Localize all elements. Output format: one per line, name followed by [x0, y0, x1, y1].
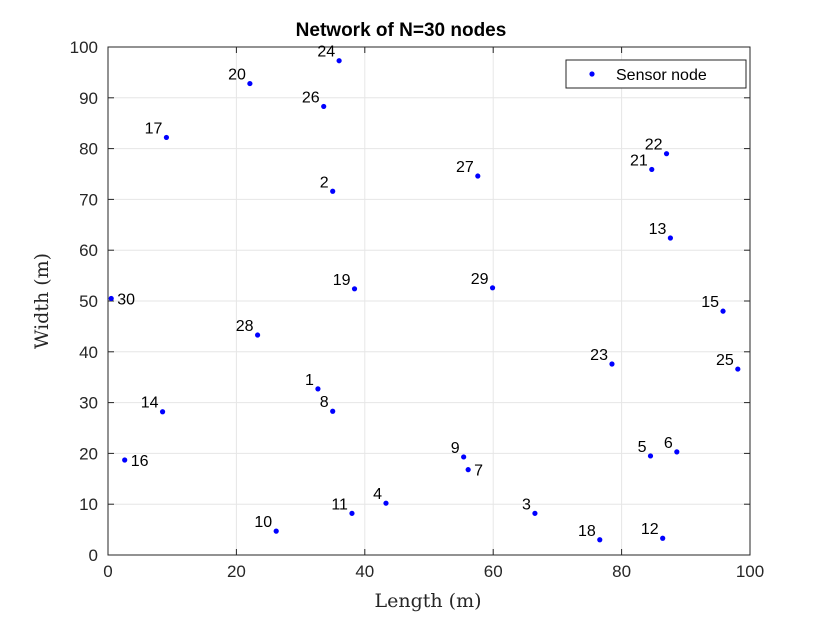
node-label-29: 29	[471, 271, 489, 288]
node-label-4: 4	[373, 486, 382, 503]
y-tick-label: 30	[79, 394, 98, 413]
y-tick-label: 10	[79, 495, 98, 514]
sensor-node-point	[465, 467, 471, 473]
legend: Sensor node	[565, 59, 747, 89]
y-tick-label: 0	[89, 546, 98, 565]
sensor-node-point	[330, 408, 336, 414]
sensor-node-point	[532, 510, 538, 516]
node-label-18: 18	[578, 523, 596, 540]
sensor-node-point	[315, 386, 321, 392]
y-tick-label: 20	[79, 444, 98, 463]
x-tick-label: 0	[103, 562, 112, 581]
sensor-node-point	[735, 366, 741, 372]
node-label-26: 26	[302, 89, 320, 106]
sensor-node-point	[321, 103, 327, 110]
y-axis-label: Width (m)	[31, 253, 53, 349]
x-tick-label: 60	[484, 562, 503, 581]
node-label-28: 28	[236, 318, 254, 335]
node-label-12: 12	[641, 521, 659, 538]
x-tick-label: 100	[736, 562, 764, 581]
node-label-7: 7	[474, 463, 483, 480]
y-tick-label: 60	[79, 241, 98, 260]
y-tick-label: 80	[79, 140, 98, 159]
x-tick-label: 40	[355, 562, 374, 581]
sensor-node-point	[461, 454, 467, 460]
node-label-19: 19	[333, 272, 351, 289]
node-label-8: 8	[320, 394, 329, 411]
sensor-node-point	[663, 151, 670, 157]
node-label-15: 15	[701, 294, 719, 311]
sensor-node-point	[667, 235, 673, 241]
node-label-16: 16	[131, 453, 149, 470]
node-label-13: 13	[649, 221, 667, 238]
sensor-node-point	[660, 535, 666, 541]
sensor-node-point	[336, 58, 342, 64]
y-tick-label: 90	[79, 89, 98, 108]
node-label-23: 23	[590, 347, 608, 364]
node-label-21: 21	[630, 152, 648, 169]
node-label-27: 27	[456, 159, 474, 176]
node-label-10: 10	[254, 514, 272, 531]
node-label-17: 17	[145, 120, 163, 137]
sensor-node-point	[351, 286, 358, 292]
node-label-25: 25	[716, 352, 734, 369]
x-axis-label: Length (m)	[374, 590, 481, 612]
node-label-1: 1	[305, 372, 314, 389]
node-label-6: 6	[664, 435, 673, 452]
sensor-node-point	[108, 295, 114, 302]
sensor-node-point	[247, 80, 253, 87]
legend-marker	[589, 71, 595, 77]
sensor-node-point	[597, 537, 603, 543]
sensor-node-point	[609, 361, 615, 367]
y-tick-label: 40	[79, 343, 98, 362]
node-label-22: 22	[645, 137, 663, 154]
node-label-14: 14	[141, 395, 159, 412]
y-tick-label: 100	[70, 38, 98, 57]
sensor-node-point	[163, 134, 170, 141]
y-tick-label: 70	[79, 190, 98, 209]
sensor-node-point	[273, 528, 279, 534]
sensor-node-point	[330, 188, 336, 194]
x-tick-label: 20	[227, 562, 246, 581]
node-label-9: 9	[451, 440, 460, 457]
chart-title: Network of N=30 nodes	[296, 20, 507, 41]
y-tick-label: 50	[79, 292, 98, 311]
node-label-2: 2	[320, 174, 329, 191]
x-tick-label: 80	[612, 562, 631, 581]
node-label-20: 20	[228, 67, 246, 84]
sensor-node-point	[674, 449, 680, 455]
node-label-30: 30	[117, 291, 135, 308]
node-label-24: 24	[317, 44, 335, 61]
sensor-node-point	[254, 332, 261, 338]
sensor-node-point	[159, 409, 166, 415]
sensor-node-point	[122, 457, 128, 463]
sensor-node-point	[720, 308, 726, 314]
ticks: 0 20 40 60 80 100 0 10 20 30 40 50 60 70 80 90 100	[70, 38, 765, 581]
sensor-node-point	[649, 166, 655, 173]
sensor-node-point	[383, 500, 389, 506]
legend-entry-sensor-node: Sensor node	[616, 67, 707, 84]
sensor-node-point	[647, 453, 654, 459]
sensor-node-point	[489, 285, 496, 291]
data-points	[108, 58, 741, 543]
sensor-node-point	[349, 510, 355, 516]
node-label-11: 11	[331, 496, 348, 513]
node-label-3: 3	[522, 496, 531, 513]
node-label-5: 5	[638, 439, 647, 456]
sensor-node-point	[475, 173, 481, 179]
legend-box	[565, 59, 747, 89]
